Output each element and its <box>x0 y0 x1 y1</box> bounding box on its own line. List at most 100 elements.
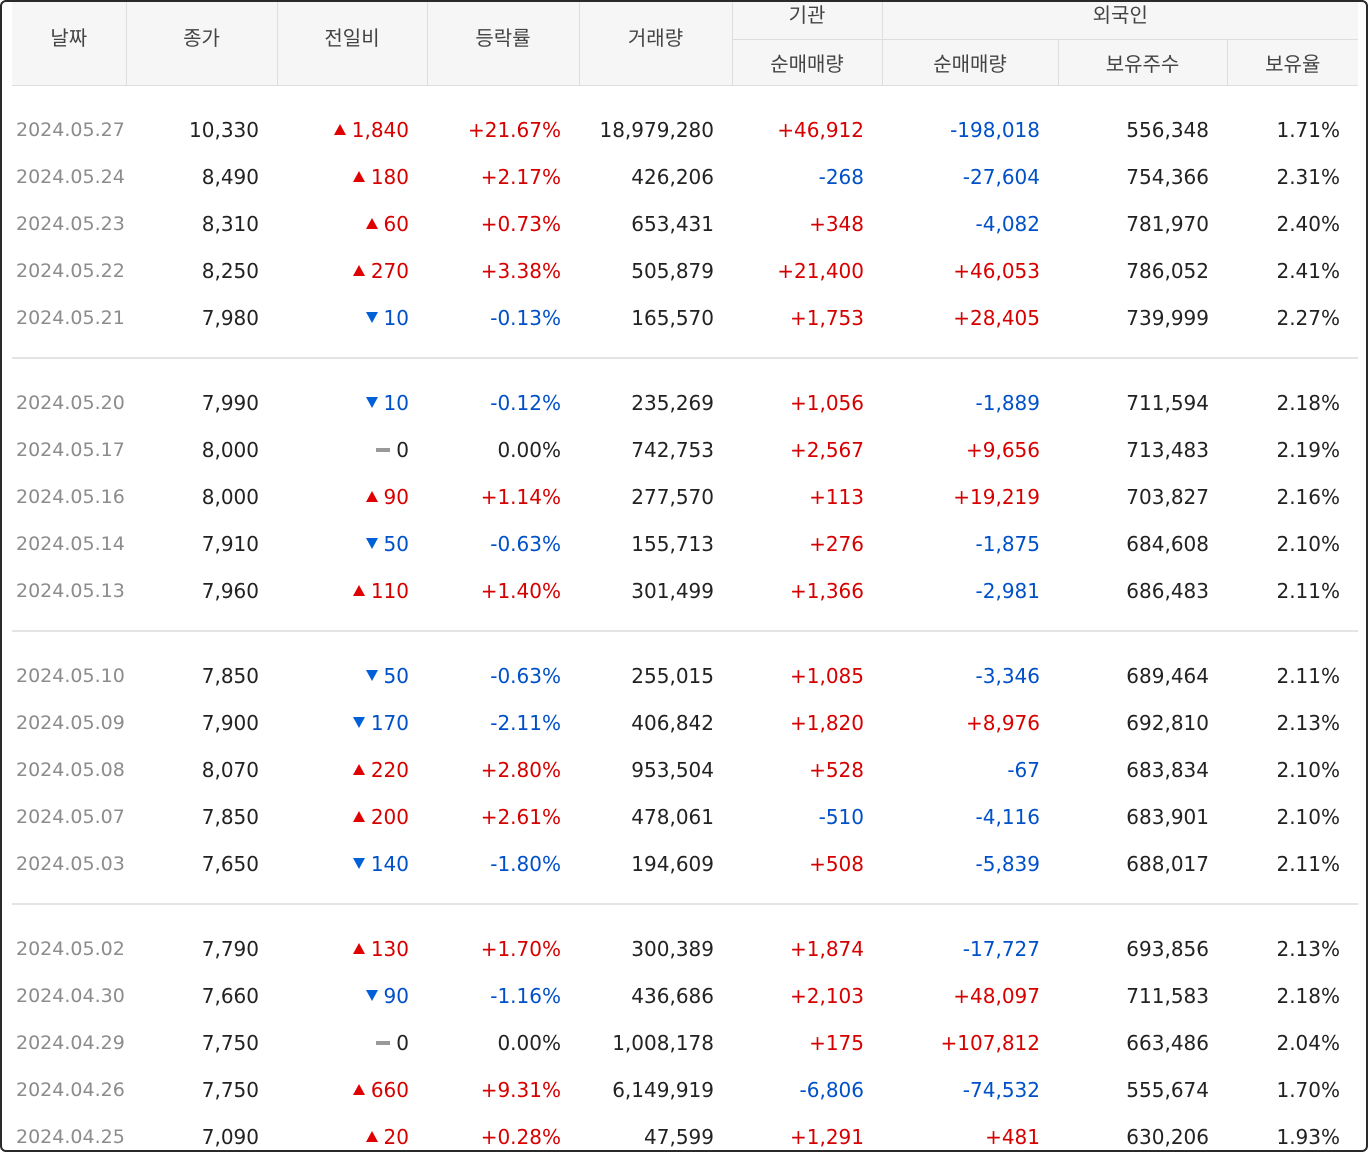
cell-volume: 165,570 <box>631 306 714 330</box>
down-arrow-icon <box>365 312 378 323</box>
up-arrow-icon <box>352 764 365 775</box>
cell-rate: -2.11% <box>490 711 561 735</box>
header-close: 종가 <box>125 2 277 86</box>
up-arrow-icon <box>352 265 365 276</box>
cell-rate: -0.12% <box>490 391 561 415</box>
cell-foreign-holdings: 692,810 <box>1126 711 1209 735</box>
change-value: 90 <box>383 485 409 509</box>
cell-foreign-net: -17,727 <box>962 937 1040 961</box>
cell-date: 2024.05.27 <box>16 119 125 141</box>
change-value: 0 <box>396 1031 409 1055</box>
cell-close: 7,900 <box>201 711 259 735</box>
cell-foreign-ratio: 2.18% <box>1276 984 1341 1008</box>
cell-volume: 277,570 <box>631 485 714 509</box>
cell-foreign-holdings: 683,834 <box>1126 758 1209 782</box>
cell-inst-net: +21,400 <box>777 259 864 283</box>
cell-foreign-net: +107,812 <box>940 1031 1040 1055</box>
change-value: 140 <box>370 852 409 876</box>
cell-volume: 6,149,919 <box>612 1078 714 1102</box>
cell-foreign-net: +481 <box>985 1125 1040 1149</box>
table-row: 2024.05.09 7,900 170 -2.11% 406,842 +1,820 +8,… <box>12 700 1358 747</box>
table-row: 2024.05.16 8,000 90 +1.14% 277,570 +113 +19,21… <box>12 474 1358 521</box>
cell-foreign-net: +9,656 <box>965 438 1040 462</box>
cell-volume: 1,008,178 <box>612 1031 714 1055</box>
table-row: 2024.05.02 7,790 130 +1.70% 300,389 +1,874 -17… <box>12 926 1358 973</box>
cell-volume: 505,879 <box>631 259 714 283</box>
cell-rate: 0.00% <box>497 438 561 462</box>
cell-foreign-net: -1,889 <box>975 391 1040 415</box>
table-row: 2024.05.24 8,490 180 +2.17% 426,206 -268 -27,6… <box>12 154 1358 201</box>
cell-inst-net: +1,085 <box>789 664 864 688</box>
change-value: 270 <box>370 259 409 283</box>
table-header: 날짜 종가 전일비 등락률 거래량 기관 외국인 순매매량 순매매량 보유주수 … <box>12 2 1359 86</box>
cell-inst-net: -510 <box>818 805 864 829</box>
cell-date: 2024.04.26 <box>16 1079 125 1101</box>
cell-date: 2024.05.02 <box>16 938 125 960</box>
cell-volume: 406,842 <box>631 711 714 735</box>
cell-volume: 300,389 <box>631 937 714 961</box>
cell-date: 2024.05.17 <box>16 439 125 461</box>
up-arrow-icon <box>352 943 365 954</box>
cell-inst-net: +1,056 <box>789 391 864 415</box>
up-arrow-icon <box>365 218 378 229</box>
cell-rate: +2.17% <box>480 165 561 189</box>
cell-inst-net: +113 <box>809 485 864 509</box>
cell-foreign-net: -27,604 <box>962 165 1040 189</box>
cell-foreign-holdings: 556,348 <box>1126 118 1209 142</box>
cell-volume: 155,713 <box>631 532 714 556</box>
cell-foreign-ratio: 2.10% <box>1276 758 1341 782</box>
cell-date: 2024.05.23 <box>16 213 125 235</box>
change-value: 50 <box>383 664 409 688</box>
cell-inst-net: +1,820 <box>789 711 864 735</box>
cell-foreign-holdings: 703,827 <box>1126 485 1209 509</box>
cell-date: 2024.05.08 <box>16 759 125 781</box>
up-arrow-icon <box>365 491 378 502</box>
cell-inst-net: +2,103 <box>789 984 864 1008</box>
cell-close: 7,850 <box>201 805 259 829</box>
cell-foreign-net: -2,981 <box>975 579 1040 603</box>
cell-date: 2024.04.30 <box>16 985 125 1007</box>
cell-close: 7,790 <box>201 937 259 961</box>
change-value: 0 <box>396 438 409 462</box>
up-arrow-icon <box>365 1131 378 1142</box>
down-arrow-icon <box>352 717 365 728</box>
cell-inst-net: +2,567 <box>789 438 864 462</box>
cell-inst-net: +46,912 <box>777 118 864 142</box>
cell-volume: 235,269 <box>631 391 714 415</box>
cell-inst-net: +276 <box>809 532 864 556</box>
table-body: 2024.05.27 10,330 1,840 +21.67% 18,979,280 +4… <box>12 86 1359 1151</box>
down-arrow-icon <box>365 990 378 1001</box>
cell-close: 7,750 <box>201 1031 259 1055</box>
up-arrow-icon <box>352 171 365 182</box>
cell-foreign-net: -3,346 <box>975 664 1040 688</box>
cell-foreign-ratio: 2.10% <box>1276 532 1341 556</box>
cell-inst-net: -6,806 <box>799 1078 864 1102</box>
up-arrow-icon <box>352 1084 365 1095</box>
header-foreign-ratio: 보유율 <box>1226 39 1359 86</box>
table-row: 2024.05.17 8,000 0 0.00% 742,753 +2,567 +9,656… <box>12 427 1358 474</box>
down-arrow-icon <box>352 858 365 869</box>
cell-date: 2024.05.07 <box>16 806 125 828</box>
change-value: 220 <box>370 758 409 782</box>
cell-change: 660 <box>277 1067 427 1114</box>
table-row: 2024.04.25 7,090 20 +0.28% 47,599 +1,291 +481 6… <box>12 1114 1358 1151</box>
cell-foreign-holdings: 684,608 <box>1126 532 1209 556</box>
change-value: 50 <box>383 532 409 556</box>
cell-inst-net: +1,366 <box>789 579 864 603</box>
cell-close: 10,330 <box>189 118 259 142</box>
header-institution: 기관 <box>731 2 882 40</box>
header-change: 전일비 <box>276 2 427 86</box>
cell-change: 0 <box>277 427 427 474</box>
cell-change: 110 <box>277 568 427 615</box>
table-row: 2024.05.10 7,850 50 -0.63% 255,015 +1,085 -3,3… <box>12 653 1358 700</box>
flat-dash-icon <box>376 1041 391 1045</box>
header-foreign-holdings: 보유주수 <box>1057 39 1227 86</box>
cell-date: 2024.04.25 <box>16 1126 125 1148</box>
cell-close: 7,850 <box>201 664 259 688</box>
table-row: 2024.05.13 7,960 110 +1.40% 301,499 +1,366 -2,… <box>12 568 1358 615</box>
cell-close: 8,310 <box>201 212 259 236</box>
cell-volume: 47,599 <box>644 1125 714 1149</box>
cell-foreign-holdings: 781,970 <box>1126 212 1209 236</box>
cell-foreign-holdings: 711,583 <box>1126 984 1209 1008</box>
cell-date: 2024.05.03 <box>16 853 125 875</box>
